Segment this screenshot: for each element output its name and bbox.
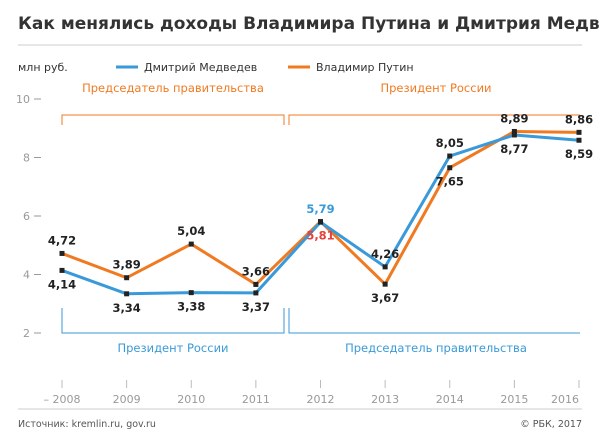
- data-label: 5,04: [177, 224, 205, 238]
- data-label: 8,86: [565, 112, 593, 126]
- data-point: [188, 290, 194, 296]
- x-tick-label: 2011: [242, 393, 270, 406]
- chart-title: Как менялись доходы Владимира Путина и Д…: [18, 14, 600, 34]
- data-label: 5,79: [306, 202, 334, 216]
- putin-role-bracket-1: [61, 114, 285, 125]
- data-point: [124, 275, 130, 281]
- data-point: [59, 267, 65, 273]
- data-label: 3,89: [112, 258, 140, 272]
- x-axis: – 2008 2009 2010 2011 2012 2013 2014 2015 2016: [44, 380, 580, 406]
- y-tick-label: 4: [23, 269, 30, 282]
- y-tick-label: 10: [16, 93, 30, 106]
- x-tick-label: 2015: [500, 393, 528, 406]
- x-tick-label: 2012: [307, 393, 335, 406]
- y-axis: 2 4 6 8 10: [16, 93, 41, 340]
- data-point: [576, 137, 582, 143]
- putin-role-2: Президент России: [380, 81, 491, 95]
- data-label: 7,65: [436, 175, 464, 189]
- data-point: [124, 291, 130, 297]
- data-label: 4,26: [371, 247, 399, 261]
- legend-label-putin: Владимир Путин: [316, 61, 414, 74]
- data-label: 8,59: [565, 147, 593, 161]
- data-label: 8,89: [500, 111, 528, 125]
- data-point: [382, 264, 388, 270]
- medvedev-role-bracket-2: [288, 308, 580, 334]
- data-point: [59, 250, 65, 256]
- data-point: [318, 219, 323, 225]
- x-tick-label: – 2008: [44, 393, 81, 406]
- data-label: 5,81: [306, 229, 334, 243]
- data-label: 3,37: [242, 300, 270, 314]
- data-label: 3,34: [112, 301, 140, 315]
- data-point: [511, 128, 517, 134]
- x-tick-label: 2013: [371, 393, 399, 406]
- data-point: [188, 241, 194, 247]
- data-label: 4,72: [48, 233, 76, 247]
- x-tick-label: 2010: [177, 393, 205, 406]
- data-label: 3,66: [242, 264, 270, 278]
- data-label: 3,67: [371, 291, 399, 305]
- x-tick-label: 2009: [113, 393, 141, 406]
- data-point: [253, 281, 259, 287]
- series-group: 4,14 3,34 3,38 3,37 5,79 4,26 8,05 8,77 8,59 4,72…: [48, 111, 593, 314]
- y-tick-label: 6: [23, 210, 30, 223]
- medvedev-role-bracket-1: [61, 308, 285, 334]
- putin-role-1: Председатель правительства: [82, 81, 264, 95]
- copyright: © РБК, 2017: [520, 419, 582, 430]
- data-label: 8,05: [436, 136, 464, 150]
- x-tick-label: 2016: [551, 393, 579, 406]
- data-point: [382, 281, 388, 287]
- role-brackets: Председатель правительства Президент Рос…: [61, 81, 580, 355]
- data-point: [253, 290, 259, 296]
- data-point: [511, 132, 517, 138]
- y-tick-label: 2: [23, 327, 30, 340]
- legend: Дмитрий Медведев Владимир Путин: [116, 61, 414, 74]
- data-label: 8,77: [500, 142, 528, 156]
- y-tick-label: 8: [23, 152, 30, 165]
- data-point: [576, 129, 582, 135]
- y-unit-label: млн руб.: [18, 61, 68, 74]
- source-note: Источник: kremlin.ru, gov.ru: [18, 419, 156, 430]
- x-tick-label: 2014: [436, 393, 464, 406]
- data-label: 4,14: [48, 277, 76, 291]
- medvedev-role-1: Президент России: [117, 341, 228, 355]
- data-label: 3,38: [177, 300, 205, 314]
- putin-role-bracket-2: [288, 114, 580, 125]
- data-point: [447, 153, 453, 159]
- medvedev-role-2: Председатель правительства: [345, 341, 527, 355]
- data-point: [447, 165, 453, 171]
- legend-label-medvedev: Дмитрий Медведев: [144, 61, 257, 74]
